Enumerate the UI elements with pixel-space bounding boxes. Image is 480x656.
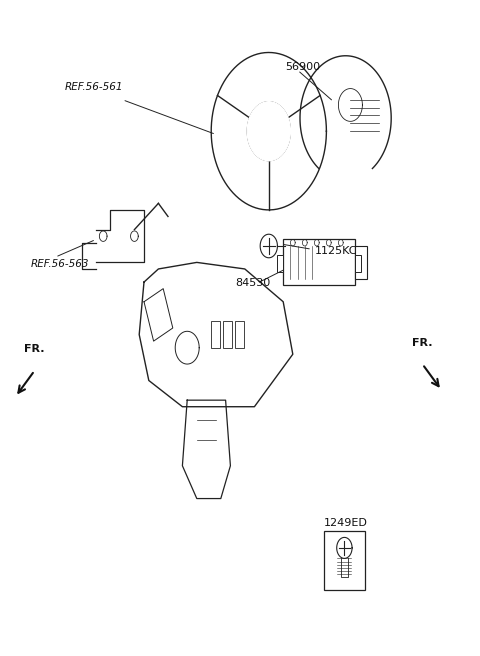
Bar xyxy=(223,321,232,348)
Text: REF.56-561: REF.56-561 xyxy=(65,81,123,92)
Text: 1125KC: 1125KC xyxy=(314,245,357,256)
Bar xyxy=(324,531,365,590)
Text: FR.: FR. xyxy=(412,338,432,348)
Bar xyxy=(235,321,244,348)
Bar xyxy=(355,255,361,272)
Text: 84530: 84530 xyxy=(235,278,270,289)
Bar xyxy=(283,239,355,285)
Text: FR.: FR. xyxy=(24,344,45,354)
Text: REF.56-563: REF.56-563 xyxy=(31,258,90,269)
Bar xyxy=(355,246,367,279)
Bar xyxy=(277,255,283,272)
Text: 1249ED: 1249ED xyxy=(324,518,368,529)
Polygon shape xyxy=(247,102,290,161)
Text: 56900: 56900 xyxy=(286,62,321,72)
Bar xyxy=(211,321,220,348)
